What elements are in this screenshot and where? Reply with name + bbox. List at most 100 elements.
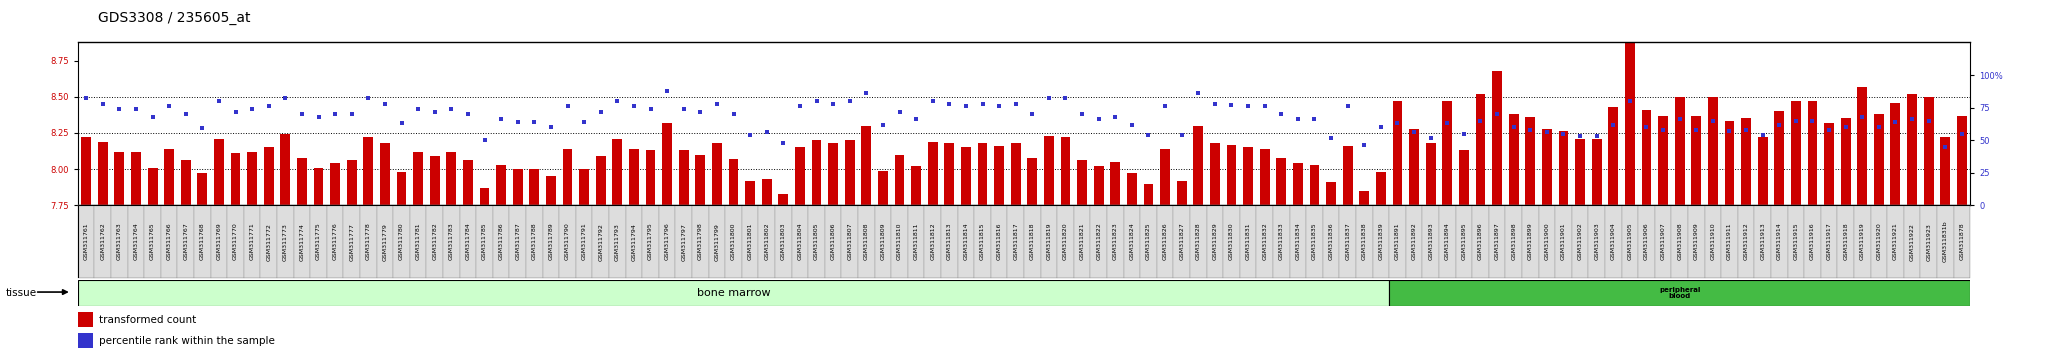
Bar bbox=[608, 205, 625, 278]
Point bbox=[1214, 102, 1247, 108]
Text: GSM311919: GSM311919 bbox=[1860, 223, 1866, 261]
Text: GSM311920: GSM311920 bbox=[1876, 223, 1882, 261]
Point bbox=[983, 103, 1016, 109]
Bar bbox=[477, 205, 494, 278]
Point bbox=[1348, 143, 1380, 148]
Bar bbox=[244, 205, 260, 278]
Text: GSM311783: GSM311783 bbox=[449, 223, 455, 261]
Bar bbox=[1012, 143, 1020, 205]
Point bbox=[1116, 122, 1149, 127]
Text: GSM311779: GSM311779 bbox=[383, 223, 387, 261]
Text: GSM311811: GSM311811 bbox=[913, 223, 920, 260]
Text: GSM311822: GSM311822 bbox=[1096, 223, 1102, 261]
Bar bbox=[381, 143, 389, 205]
Bar bbox=[563, 149, 573, 205]
Text: GSM311918: GSM311918 bbox=[1843, 223, 1847, 261]
Text: GSM311820: GSM311820 bbox=[1063, 223, 1067, 261]
Bar bbox=[115, 152, 125, 205]
Bar bbox=[1526, 117, 1536, 205]
Point bbox=[600, 98, 633, 104]
Bar bbox=[397, 172, 406, 205]
Bar bbox=[1559, 131, 1569, 205]
Bar bbox=[1642, 110, 1651, 205]
Bar bbox=[1739, 205, 1755, 278]
Text: GSM311903: GSM311903 bbox=[1593, 223, 1599, 261]
Point bbox=[750, 130, 782, 135]
Bar bbox=[442, 205, 459, 278]
Point bbox=[502, 119, 535, 125]
Bar bbox=[678, 150, 688, 205]
Point bbox=[1946, 131, 1978, 137]
Bar bbox=[874, 205, 891, 278]
Point bbox=[401, 106, 434, 112]
Bar bbox=[1077, 160, 1087, 205]
Bar bbox=[1671, 205, 1688, 278]
Bar bbox=[526, 205, 543, 278]
Text: GSM311827: GSM311827 bbox=[1180, 223, 1184, 261]
Text: GSM311800: GSM311800 bbox=[731, 223, 735, 260]
Point bbox=[219, 109, 252, 114]
Point bbox=[866, 122, 899, 127]
Text: GSM311798: GSM311798 bbox=[698, 223, 702, 261]
Text: GSM311906: GSM311906 bbox=[1645, 223, 1649, 261]
Text: GSM311796: GSM311796 bbox=[666, 223, 670, 261]
Bar bbox=[1554, 205, 1571, 278]
Bar bbox=[1143, 184, 1153, 205]
Bar bbox=[426, 205, 442, 278]
Point bbox=[418, 109, 451, 114]
Point bbox=[1581, 133, 1614, 139]
Text: GSM311792: GSM311792 bbox=[598, 223, 604, 261]
Bar bbox=[1343, 146, 1352, 205]
Bar bbox=[1393, 101, 1403, 205]
Text: GSM311770: GSM311770 bbox=[233, 223, 238, 261]
Text: GSM311787: GSM311787 bbox=[516, 223, 520, 261]
Bar bbox=[346, 160, 356, 205]
Bar bbox=[1157, 205, 1174, 278]
Point bbox=[967, 101, 999, 107]
Text: GSM311788: GSM311788 bbox=[532, 223, 537, 261]
Text: peripheral
blood: peripheral blood bbox=[1659, 287, 1700, 299]
Bar bbox=[328, 205, 344, 278]
Bar bbox=[309, 205, 328, 278]
Text: GSM311905: GSM311905 bbox=[1628, 223, 1632, 261]
Text: GSM311909: GSM311909 bbox=[1694, 223, 1698, 261]
Bar bbox=[1255, 205, 1274, 278]
Text: GSM311766: GSM311766 bbox=[166, 223, 172, 261]
Bar bbox=[330, 163, 340, 205]
Bar bbox=[496, 165, 506, 205]
Bar bbox=[1040, 205, 1057, 278]
Point bbox=[1780, 118, 1812, 124]
Point bbox=[1432, 120, 1464, 126]
Bar bbox=[993, 146, 1004, 205]
Text: GSM311762: GSM311762 bbox=[100, 223, 104, 261]
Point bbox=[899, 116, 932, 122]
Text: GSM311896: GSM311896 bbox=[1479, 223, 1483, 261]
Point bbox=[186, 126, 219, 131]
Text: GSM311922: GSM311922 bbox=[1909, 223, 1915, 261]
Point bbox=[1315, 135, 1348, 141]
Bar bbox=[1024, 205, 1040, 278]
Bar bbox=[111, 205, 127, 278]
Bar bbox=[1571, 205, 1589, 278]
Bar bbox=[629, 149, 639, 205]
Bar bbox=[596, 156, 606, 205]
Bar bbox=[842, 205, 858, 278]
Text: GSM311910: GSM311910 bbox=[1710, 223, 1716, 261]
Point bbox=[1647, 127, 1679, 133]
Text: GSM311765: GSM311765 bbox=[150, 223, 156, 261]
Bar bbox=[827, 143, 838, 205]
Bar bbox=[662, 123, 672, 205]
Bar bbox=[528, 169, 539, 205]
Bar bbox=[1206, 205, 1223, 278]
Text: GSM311761: GSM311761 bbox=[84, 223, 88, 261]
Point bbox=[336, 111, 369, 117]
Point bbox=[1198, 101, 1231, 107]
Text: GSM311911: GSM311911 bbox=[1726, 223, 1733, 261]
Text: GSM311839: GSM311839 bbox=[1378, 223, 1382, 261]
Bar bbox=[1870, 205, 1886, 278]
Text: GSM311815: GSM311815 bbox=[981, 223, 985, 260]
Bar bbox=[197, 173, 207, 205]
Bar bbox=[1210, 143, 1221, 205]
Bar bbox=[459, 205, 477, 278]
Bar bbox=[1141, 205, 1157, 278]
